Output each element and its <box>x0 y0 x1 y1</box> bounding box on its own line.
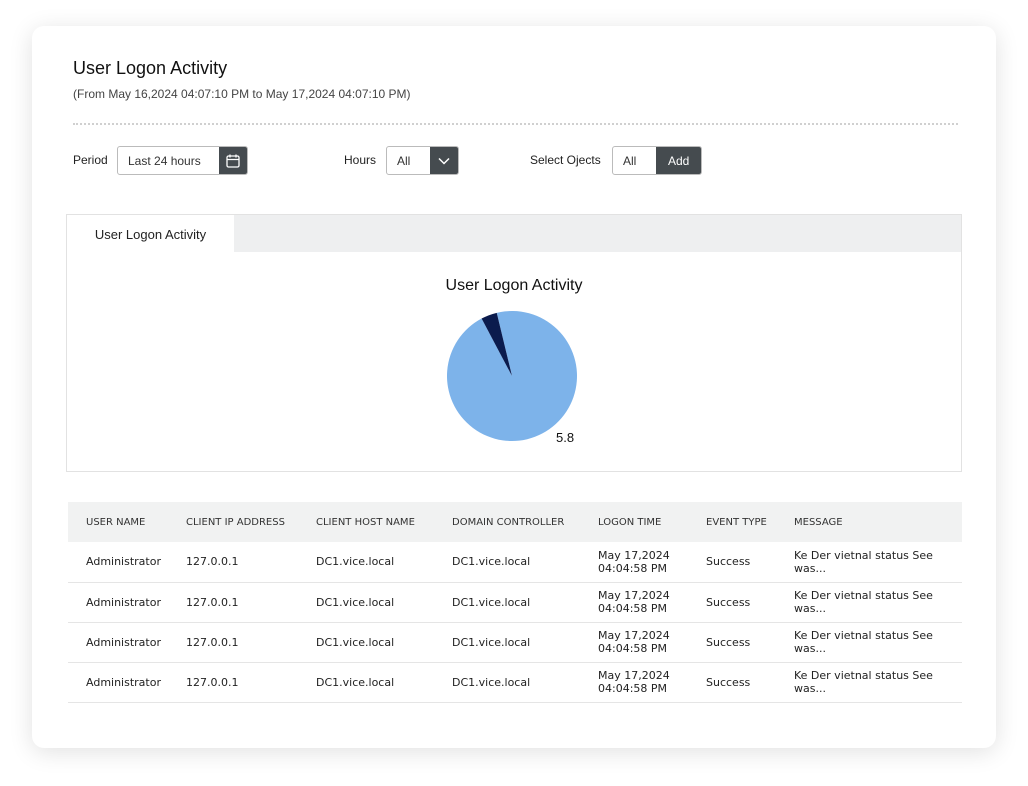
client-host-cell: DC1.vice.local <box>316 542 452 583</box>
client-host-cell: DC1.vice.local <box>316 622 452 663</box>
logon-time-cell: May 17,2024 04:04:58 PM <box>598 622 706 663</box>
column-header[interactable]: CLIENT HOST NAME <box>316 502 452 542</box>
pie-chart: 5.8 <box>447 311 577 445</box>
logon-date: May 17,2024 <box>598 548 670 562</box>
objects-add-button[interactable]: Add <box>656 147 701 174</box>
column-header[interactable]: LOGON TIME <box>598 502 706 542</box>
logon-clock: 04:04:58 PM <box>598 682 668 695</box>
hours-label: Hours <box>344 153 377 167</box>
user-name-cell: Administrator <box>68 582 186 623</box>
logon-clock: 04:04:58 PM <box>598 561 668 575</box>
table-row[interactable]: Administrator 127.0.0.1 DC1.vice.local DC1.… <box>68 542 962 583</box>
report-card: User Logon Activity (From May 16,2024 04… <box>32 26 996 748</box>
divider <box>73 123 958 125</box>
table-row[interactable]: Administrator 127.0.0.1 DC1.vice.local DC1.… <box>68 622 962 663</box>
client-ip-cell: 127.0.0.1 <box>186 542 316 583</box>
chevron-down-icon[interactable] <box>430 147 458 174</box>
logon-table: USER NAME CLIENT IP ADDRESS CLIENT HOST NA… <box>68 502 962 703</box>
objects-label: Select Ojects <box>530 153 601 167</box>
message-cell: Ke Der vietnal status See was... <box>794 582 962 623</box>
date-range: (From May 16,2024 04:07:10 PM to May 17,… <box>73 87 411 101</box>
logon-clock: 04:04:58 PM <box>598 602 668 615</box>
column-header[interactable]: DOMAIN CONTROLLER <box>452 502 598 542</box>
table-row[interactable]: Administrator 127.0.0.1 DC1.vice.local DC1.… <box>68 662 962 703</box>
column-header[interactable]: CLIENT IP ADDRESS <box>186 502 316 542</box>
objects-selector: All Add <box>612 146 702 175</box>
period-picker[interactable]: Last 24 hours <box>117 146 248 175</box>
message-cell: Ke Der vietnal status See was... <box>794 662 962 703</box>
column-header[interactable]: USER NAME <box>68 502 186 542</box>
column-header[interactable]: EVENT TYPE <box>706 502 794 542</box>
domain-controller-cell: DC1.vice.local <box>452 662 598 703</box>
domain-controller-cell: DC1.vice.local <box>452 542 598 583</box>
table-header: USER NAME CLIENT IP ADDRESS CLIENT HOST NA… <box>68 502 962 542</box>
client-ip-cell: 127.0.0.1 <box>186 662 316 703</box>
client-host-cell: DC1.vice.local <box>316 582 452 623</box>
client-ip-cell: 127.0.0.1 <box>186 622 316 663</box>
logon-date: May 17,2024 <box>598 589 670 602</box>
chart-title: User Logon Activity <box>445 277 583 294</box>
user-name-cell: Administrator <box>68 662 186 703</box>
tab-bar: User Logon Activity <box>67 215 961 253</box>
tab-user-logon-activity[interactable]: User Logon Activity <box>67 215 234 253</box>
objects-all-button[interactable]: All <box>623 153 637 168</box>
domain-controller-cell: DC1.vice.local <box>452 622 598 663</box>
logon-date: May 17,2024 <box>598 629 670 642</box>
event-type-cell: Success <box>706 622 794 663</box>
logon-date: May 17,2024 <box>598 669 670 682</box>
page-title: User Logon Activity <box>73 58 228 78</box>
logon-time-cell: May 17,2024 04:04:58 PM <box>598 542 706 583</box>
event-type-cell: Success <box>706 542 794 583</box>
hours-select[interactable]: All <box>386 146 459 175</box>
message-cell: Ke Der vietnal status See was... <box>794 542 962 583</box>
calendar-icon[interactable] <box>218 147 247 174</box>
domain-controller-cell: DC1.vice.local <box>452 582 598 623</box>
pie-data-label: 5.8 <box>556 430 574 445</box>
table-row[interactable]: Administrator 127.0.0.1 DC1.vice.local DC1.… <box>68 582 962 623</box>
logon-clock: 04:04:58 PM <box>598 642 668 655</box>
chart-panel: User Logon Activity User Logon Activity … <box>66 214 962 472</box>
event-type-cell: Success <box>706 662 794 703</box>
event-type-cell: Success <box>706 582 794 623</box>
client-host-cell: DC1.vice.local <box>316 662 452 703</box>
period-label: Period <box>73 153 108 167</box>
user-name-cell: Administrator <box>68 622 186 663</box>
column-header[interactable]: MESSAGE <box>794 502 962 542</box>
logon-time-cell: May 17,2024 04:04:58 PM <box>598 582 706 623</box>
logon-time-cell: May 17,2024 04:04:58 PM <box>598 662 706 703</box>
user-name-cell: Administrator <box>68 542 186 583</box>
message-cell: Ke Der vietnal status See was... <box>794 622 962 663</box>
period-value[interactable]: Last 24 hours <box>128 153 201 168</box>
client-ip-cell: 127.0.0.1 <box>186 582 316 623</box>
pie-slice[interactable] <box>481 312 512 376</box>
hours-value: All <box>397 153 411 168</box>
